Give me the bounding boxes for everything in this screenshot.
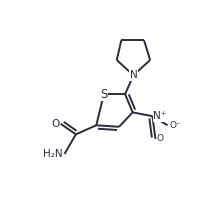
Text: S: S — [100, 88, 108, 101]
Text: O: O — [157, 134, 164, 143]
Text: O: O — [51, 119, 59, 129]
Text: O⁻: O⁻ — [169, 121, 181, 130]
Text: H₂N: H₂N — [43, 149, 63, 159]
Text: N⁺: N⁺ — [153, 111, 166, 121]
Text: N: N — [130, 70, 137, 80]
